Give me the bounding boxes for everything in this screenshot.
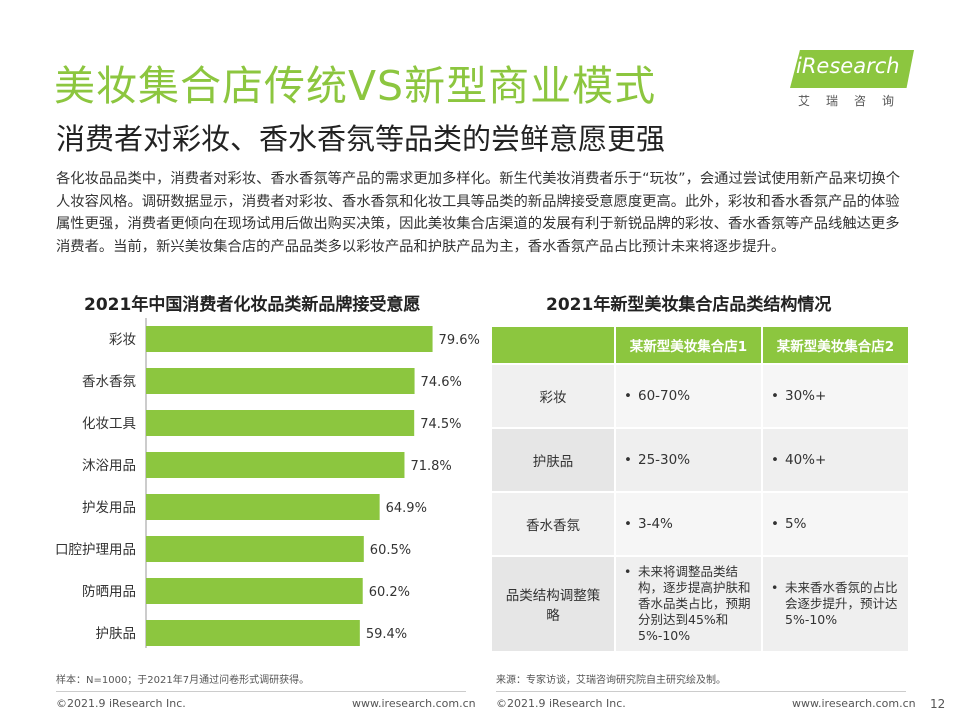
bullet: •	[771, 452, 779, 468]
table-cell-category: 品类结构调整策略	[492, 557, 614, 651]
cell-text: 未来香水香氛的占比会逐步提升，预计达5%-10%	[785, 580, 898, 627]
footer-copyright-left: ©2021.9 iResearch Inc.	[56, 697, 186, 710]
table-cell-store2: • 未来香水香氛的占比会逐步提升，预计达5%-10%	[763, 557, 908, 651]
data-label: 71.8%	[410, 459, 451, 474]
cell-text: 40%+	[785, 452, 827, 468]
bullet: •	[624, 564, 632, 579]
table-row: 香水香氛 • 3-4% • 5%	[492, 493, 908, 555]
bar-7	[146, 620, 360, 646]
logo-text: iResearch	[796, 54, 900, 78]
bar-1	[146, 368, 415, 394]
table-cell-category: 彩妆	[492, 365, 614, 427]
sample-note: 样本：N=1000；于2021年7月通过问卷形式调研获得。	[56, 675, 310, 686]
table-cell-store2: • 40%+	[763, 429, 908, 491]
bullet: •	[771, 388, 779, 404]
footer-url-right: www.iresearch.com.cn	[792, 697, 916, 710]
data-label: 64.9%	[386, 501, 427, 516]
bullet: •	[771, 516, 779, 532]
data-label: 60.5%	[370, 543, 411, 558]
structure-table: 某新型美妆集合店1 某新型美妆集合店2 彩妆 • 60-70% • 30%+ 护肤品…	[490, 325, 910, 653]
page-subtitle: 消费者对彩妆、香水香氛等品类的尝鲜意愿更强	[56, 122, 666, 156]
category-label: 防晒用品	[82, 584, 136, 600]
table-header-empty	[492, 327, 614, 363]
chart-title: 2021年中国消费者化妆品类新品牌接受意愿	[84, 295, 421, 315]
table-title: 2021年新型美妆集合店品类结构情况	[546, 295, 832, 315]
iresearch-logo: iResearch 艾瑞咨询	[790, 50, 920, 110]
category-label: 香水香氛	[82, 374, 136, 390]
table-cell-store1: • 60-70%	[616, 365, 761, 427]
footer-divider-left	[56, 691, 466, 692]
page-number: 12	[930, 697, 946, 711]
bullet: •	[624, 516, 632, 532]
cell-text: 未来将调整品类结构，逐步提高护肤和香水品类占比，预期分别达到45%和5%-10%	[638, 564, 751, 643]
table-header-store2: 某新型美妆集合店2	[763, 327, 908, 363]
cell-text: 25-30%	[638, 452, 691, 468]
data-label: 59.4%	[366, 627, 407, 642]
table-cell-store1: • 未来将调整品类结构，逐步提高护肤和香水品类占比，预期分别达到45%和5%-10…	[616, 557, 761, 651]
table-cell-category: 香水香氛	[492, 493, 614, 555]
cell-text: 30%+	[785, 388, 827, 404]
table-cell-store1: • 3-4%	[616, 493, 761, 555]
logo-badge	[790, 50, 914, 88]
bar-2	[146, 410, 415, 436]
bar-3	[146, 452, 405, 478]
cell-text: 3-4%	[638, 516, 673, 532]
table-header-store1: 某新型美妆集合店1	[616, 327, 761, 363]
table-cell-store1: • 25-30%	[616, 429, 761, 491]
bullet: •	[624, 452, 632, 468]
cell-text: 5%	[785, 516, 807, 532]
bar-4	[146, 494, 380, 520]
table-row: 品类结构调整策略 • 未来将调整品类结构，逐步提高护肤和香水品类占比，预期分别达到…	[492, 557, 908, 651]
footer-copyright-right: ©2021.9 iResearch Inc.	[496, 697, 626, 710]
table-row: 护肤品 • 25-30% • 40%+	[492, 429, 908, 491]
table-row: 彩妆 • 60-70% • 30%+	[492, 365, 908, 427]
bullet: •	[624, 388, 632, 404]
data-label: 60.2%	[369, 585, 410, 600]
page-title: 美妆集合店传统VS新型商业模式	[54, 62, 657, 110]
table-cell-store2: • 5%	[763, 493, 908, 555]
cell-text: 60-70%	[638, 388, 691, 404]
data-label: 74.6%	[421, 375, 462, 390]
bar-chart: 彩妆 79.6% 香水香氛 74.6% 化妆工具 74.5% 沐浴用品 71.8% 护发用品 64…	[55, 318, 480, 648]
bar-6	[146, 578, 363, 604]
intro-paragraph: 各化妆品品类中，消费者对彩妆、香水香氛等产品的需求更加多样化。新生代美妆消费者乐…	[56, 171, 901, 255]
footer-url-left: www.iresearch.com.cn	[352, 697, 476, 710]
data-label: 74.5%	[420, 417, 461, 432]
category-label: 沐浴用品	[82, 458, 136, 474]
data-label: 79.6%	[439, 333, 480, 348]
footer-divider-right	[496, 691, 906, 692]
category-label: 化妆工具	[82, 416, 136, 432]
table-header-row: 某新型美妆集合店1 某新型美妆集合店2	[492, 327, 908, 363]
source-note: 来源：专家访谈，艾瑞咨询研究院自主研究绘及制。	[496, 675, 726, 686]
table-cell-store2: • 30%+	[763, 365, 908, 427]
logo-cn-text: 艾瑞咨询	[798, 94, 911, 108]
category-label: 彩妆	[109, 332, 136, 348]
bar-5	[146, 536, 364, 562]
category-label: 护肤品	[96, 626, 137, 642]
category-label: 护发用品	[82, 500, 136, 516]
category-label: 口腔护理用品	[55, 542, 136, 558]
bar-0	[146, 326, 433, 352]
bullet: •	[771, 580, 779, 595]
table-cell-category: 护肤品	[492, 429, 614, 491]
